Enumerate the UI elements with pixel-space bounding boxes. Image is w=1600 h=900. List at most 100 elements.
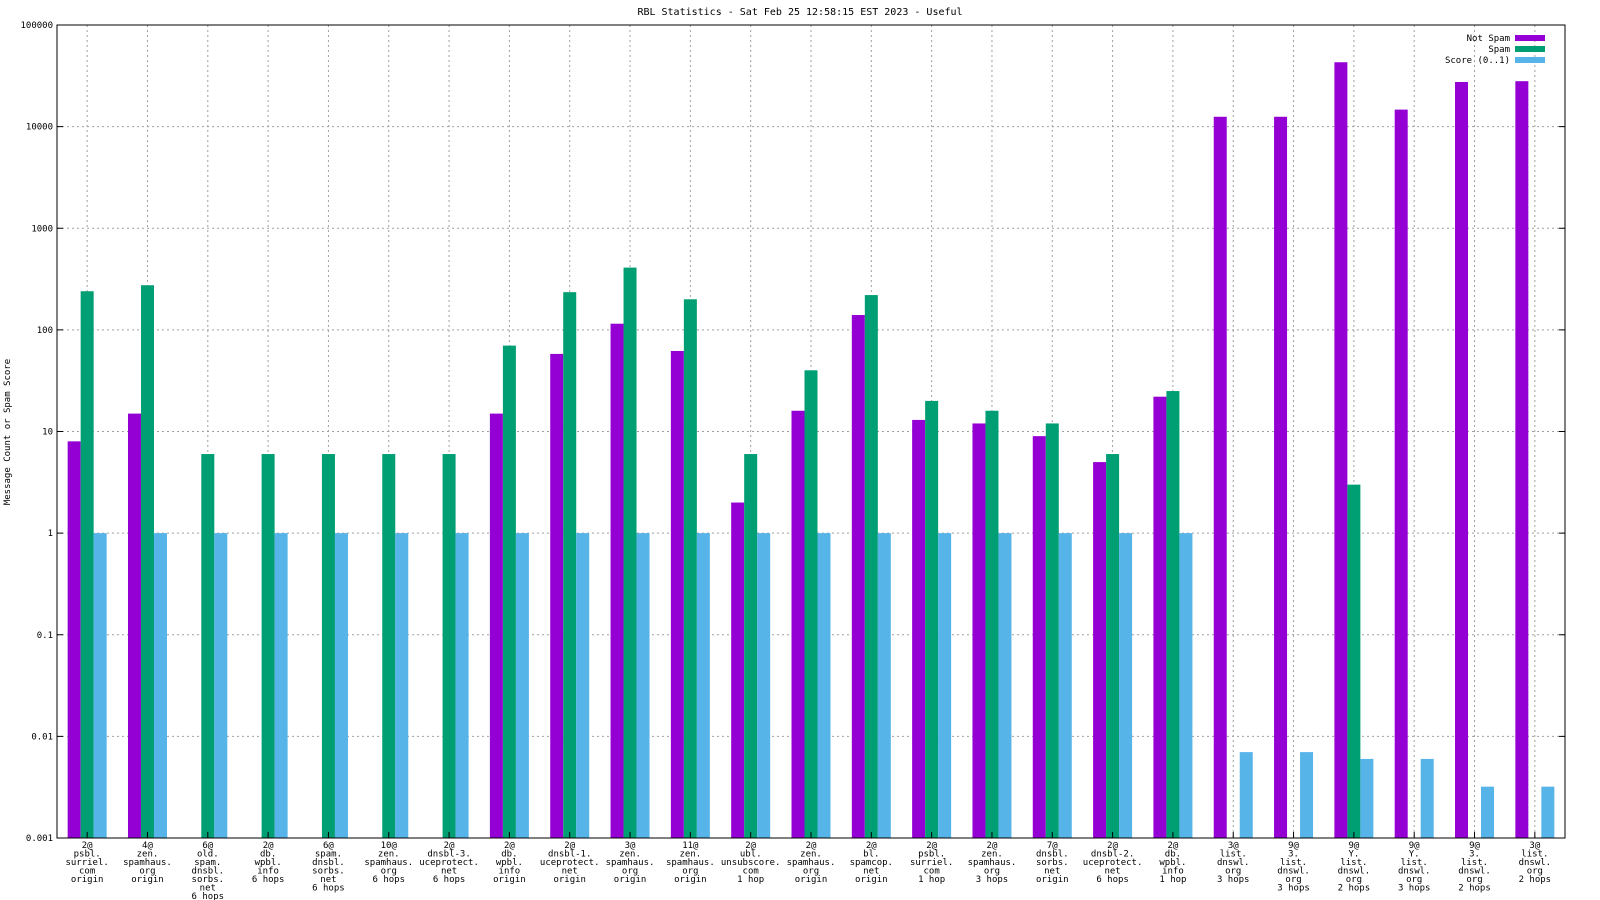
bar-score-0-1-6 (455, 533, 469, 838)
bar-not-spam-8 (550, 353, 564, 838)
x-category-label-line: db. (501, 850, 517, 860)
x-category-label-line: zen. (619, 850, 641, 860)
chart-title: RBL Statistics - Sat Feb 25 12:58:15 EST… (637, 7, 962, 18)
x-category-label-line: zen. (378, 850, 400, 860)
x-category-label-line: psbl. (918, 850, 945, 860)
bar-spam-7 (502, 345, 516, 838)
x-category-label-line: spamhaus. (606, 858, 655, 868)
bar-spam-11 (744, 454, 758, 838)
bar-not-spam-21 (1334, 62, 1348, 838)
x-category-label-line: dnswl. (1217, 858, 1250, 868)
bar-score-0-1-3 (274, 533, 288, 838)
bar-spam-4 (321, 454, 335, 838)
y-tick-label-8: 100000 (20, 21, 53, 31)
x-category-label-line: info (499, 867, 521, 877)
bar-not-spam-20 (1274, 116, 1288, 839)
x-category-label-line: 11@ (682, 841, 699, 851)
bar-not-spam-9 (610, 323, 624, 839)
bar-not-spam-14 (912, 419, 926, 838)
x-category-label-line: 10@ (381, 841, 398, 851)
x-category-label-line: sorbs. (312, 867, 345, 877)
x-category-label-7: 2@ db. wpbl. info origin (493, 841, 526, 885)
x-category-label-3: 2@ db. wpbl. info 6 hops (252, 841, 285, 885)
x-category-label-line: dnsbl. (192, 867, 225, 877)
x-category-label-line: 2@ (82, 841, 93, 851)
legend-swatch-2 (1515, 57, 1545, 63)
x-category-label-line: 4@ (142, 841, 153, 851)
x-category-label-line: 3@ (1228, 841, 1239, 851)
x-category-label-line: dnswl. (1519, 858, 1552, 868)
bar-spam-0 (80, 291, 94, 838)
x-category-label-line: org (682, 867, 698, 877)
x-category-label-2: 6@ old. spam. dnsbl. sorbs. net 6 hops (192, 841, 225, 900)
x-category-label-line: uceprotect. (419, 858, 479, 868)
bar-score-0-1-18 (1179, 533, 1193, 838)
x-category-label-line: org (381, 867, 397, 877)
x-category-label-line: list. (1280, 858, 1307, 868)
x-category-label-line: net (562, 867, 578, 877)
bar-spam-16 (1045, 423, 1059, 838)
x-category-label-line: origin (71, 875, 104, 885)
x-category-label-line: 9@ (1409, 841, 1420, 851)
x-category-label-line: 3@ (1529, 841, 1540, 851)
x-category-label-1: 4@ zen. spamhaus. org origin (123, 841, 172, 885)
x-category-label-line: 9@ (1348, 841, 1359, 851)
y-tick-label-2: 0.1 (37, 631, 53, 641)
x-category-label-8: 2@ dnsbl-1. uceprotect. net origin (540, 841, 600, 885)
x-category-label-line: Y. (1409, 850, 1420, 860)
bar-score-0-1-17 (1119, 533, 1133, 838)
x-category-label-line: spamhaus. (968, 858, 1017, 868)
x-category-label-19: 3@ list. dnswl. org 3 hops (1217, 841, 1250, 885)
x-category-label-line: dnswl. (1338, 867, 1371, 877)
x-category-label-line: zen. (800, 850, 822, 860)
x-category-label-4: 6@ spam. dnsbl. sorbs. net 6 hops (312, 841, 345, 894)
x-category-label-line: 1 hop (1159, 875, 1186, 885)
bar-not-spam-13 (851, 315, 865, 838)
x-category-label-line: wpbl. (496, 858, 523, 868)
x-category-label-line: 2 hops (1519, 875, 1552, 885)
x-category-label-line: old. (197, 850, 219, 860)
legend-label-0: Not Spam (1467, 34, 1510, 44)
bar-score-0-1-15 (998, 533, 1012, 838)
bar-score-0-1-9 (636, 533, 650, 838)
bar-spam-21 (1347, 484, 1361, 838)
x-category-label-line: net (200, 884, 216, 894)
x-category-label-line: org (1466, 875, 1482, 885)
x-category-label-line: net (1104, 867, 1120, 877)
y-tick-label-3: 1 (48, 529, 53, 539)
bar-spam-5 (382, 454, 396, 838)
x-category-label-line: bl. (863, 850, 879, 860)
bar-spam-6 (442, 454, 456, 838)
x-category-label-line: list. (1401, 858, 1428, 868)
x-category-label-line: zen. (137, 850, 159, 860)
bar-score-0-1-23 (1481, 786, 1495, 838)
x-category-label-24: 3@ list. dnswl. org 2 hops (1519, 841, 1552, 885)
legend-swatch-0 (1515, 35, 1545, 41)
x-category-label-line: org (622, 867, 638, 877)
bar-spam-3 (261, 454, 275, 838)
x-category-label-line: unsubscore. (721, 858, 781, 868)
x-category-label-22: 9@ Y. list. dnswl. org 3 hops (1398, 841, 1431, 894)
x-category-label-line: spamhaus. (123, 858, 172, 868)
bar-score-0-1-1 (153, 533, 167, 838)
y-axis-label: Message Count or Spam Score (3, 359, 13, 505)
x-category-label-line: 1 hop (737, 875, 764, 885)
x-category-label-21: 9@ Y. list. dnswl. org 2 hops (1338, 841, 1371, 894)
x-category-label-line: 2@ (866, 841, 877, 851)
x-category-label-line: 2@ (564, 841, 575, 851)
x-category-label-line: dnswl. (1458, 867, 1491, 877)
x-category-label-line: 6 hops (192, 892, 225, 900)
x-category-label-line: origin (553, 875, 586, 885)
x-category-label-line: 3 hops (976, 875, 1009, 885)
x-category-label-18: 2@ db. wpbl. info 1 hop (1159, 841, 1186, 885)
bar-not-spam-12 (791, 410, 805, 838)
bar-score-0-1-8 (576, 533, 590, 838)
x-category-label-0: 2@ psbl. surriel. com origin (65, 841, 108, 885)
bar-not-spam-22 (1394, 109, 1408, 838)
x-category-label-14: 2@ psbl. surriel. com 1 hop (910, 841, 953, 885)
x-category-label-line: 2@ (504, 841, 515, 851)
x-category-label-line: zen. (981, 850, 1003, 860)
x-category-label-line: 6@ (202, 841, 213, 851)
x-category-label-11: 2@ ubl. unsubscore. com 1 hop (721, 841, 781, 885)
